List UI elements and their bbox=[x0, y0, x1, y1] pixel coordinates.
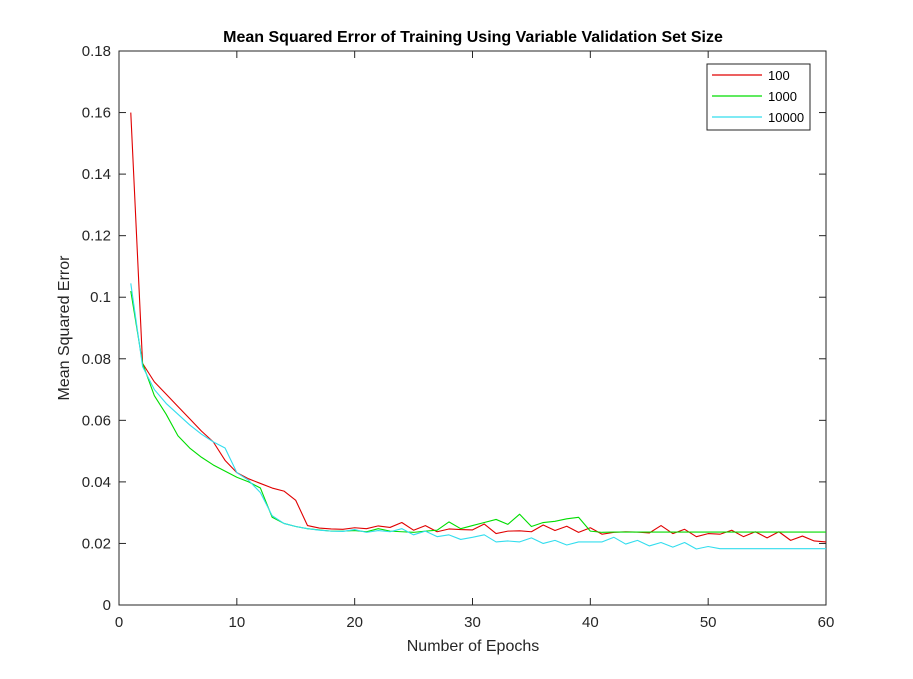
y-tick-label: 0.04 bbox=[82, 474, 111, 491]
series-line-1000 bbox=[130, 290, 826, 533]
y-tick-label: 0.1 bbox=[90, 289, 111, 306]
x-axis-ticks: 0 10 20 30 40 50 60 bbox=[115, 51, 835, 631]
y-tick-label: 0.18 bbox=[82, 43, 111, 60]
x-tick-label: 20 bbox=[346, 614, 363, 631]
legend-label-100: 100 bbox=[768, 68, 790, 83]
y-tick-label: 0.16 bbox=[82, 105, 111, 122]
series-line-10000 bbox=[130, 283, 826, 550]
plot-area bbox=[118, 50, 827, 606]
y-axis-label: Mean Squared Error bbox=[56, 255, 73, 401]
series-layer bbox=[130, 112, 827, 550]
y-tick-label: 0.02 bbox=[82, 535, 111, 552]
legend-label-1000: 1000 bbox=[768, 89, 797, 104]
x-axis-label: Number of Epochs bbox=[407, 638, 540, 655]
legend: 100 1000 10000 bbox=[706, 63, 811, 131]
y-tick-label: 0.06 bbox=[82, 412, 111, 429]
x-tick-label: 60 bbox=[818, 614, 835, 631]
x-tick-label: 40 bbox=[582, 614, 599, 631]
series-line-100 bbox=[130, 112, 827, 543]
x-tick-label: 50 bbox=[700, 614, 717, 631]
y-tick-label: 0 bbox=[103, 597, 111, 614]
y-tick-label: 0.14 bbox=[82, 166, 111, 183]
chart-title: Mean Squared Error of Training Using Var… bbox=[223, 29, 723, 46]
y-axis-ticks: 0 0.02 0.04 0.06 0.08 0.1 0.12 0.14 0.16 0.18 bbox=[82, 43, 826, 614]
x-tick-label: 0 bbox=[115, 614, 123, 631]
legend-label-10000: 10000 bbox=[768, 110, 804, 125]
x-tick-label: 10 bbox=[228, 614, 245, 631]
y-tick-label: 0.08 bbox=[82, 351, 111, 368]
x-tick-label: 30 bbox=[464, 614, 481, 631]
y-tick-label: 0.12 bbox=[82, 228, 111, 245]
